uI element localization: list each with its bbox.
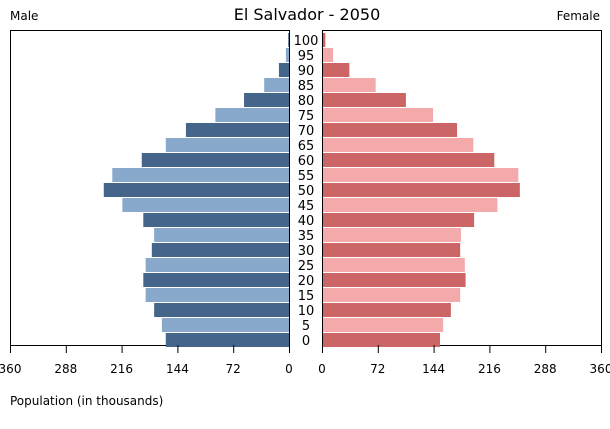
male-bar-85 (264, 78, 289, 92)
female-bar-65 (323, 138, 474, 152)
age-label-80: 80 (298, 94, 315, 109)
age-label-65: 65 (298, 139, 315, 154)
female-bar-85 (323, 78, 376, 92)
male-bar-60 (141, 153, 289, 167)
male-tick-label: 144 (166, 362, 189, 376)
x-axis-label: Population (in thousands) (10, 394, 163, 408)
age-label-25: 25 (298, 259, 315, 274)
male-tick-label: 288 (54, 362, 77, 376)
male-bar-0 (165, 333, 289, 347)
age-label-10: 10 (298, 304, 315, 319)
male-bar-15 (145, 288, 289, 302)
male-bar-90 (278, 63, 289, 77)
age-label-5: 5 (302, 319, 310, 334)
age-label-60: 60 (298, 154, 315, 169)
female-tick-label: 216 (478, 362, 501, 376)
female-tick-label: 72 (370, 362, 385, 376)
age-label-50: 50 (298, 184, 315, 199)
male-bar-45 (122, 198, 289, 212)
female-bar-100 (323, 33, 326, 47)
male-bar-70 (185, 123, 289, 137)
male-bar-100 (288, 33, 289, 47)
male-tick-label: 0 (285, 362, 293, 376)
female-bar-20 (323, 273, 466, 287)
female-panel-frame (322, 30, 602, 346)
male-bar-10 (154, 303, 289, 317)
female-bar-30 (323, 243, 461, 257)
female-tick-label: 360 (590, 362, 610, 376)
male-bar-75 (215, 108, 289, 122)
female-bar-15 (323, 288, 461, 302)
male-bar-80 (244, 93, 289, 107)
age-label-70: 70 (298, 124, 315, 139)
age-label-40: 40 (298, 214, 315, 229)
female-bar-60 (323, 153, 495, 167)
age-label-15: 15 (298, 289, 315, 304)
female-bar-35 (323, 228, 461, 242)
female-bar-75 (323, 108, 434, 122)
age-label-75: 75 (298, 109, 315, 124)
female-tick-label: 144 (422, 362, 445, 376)
female-bar-25 (323, 258, 465, 272)
age-label-35: 35 (298, 229, 315, 244)
male-bar-95 (285, 48, 289, 62)
male-label: Male (10, 9, 38, 23)
female-bar-95 (323, 48, 334, 62)
male-tick-label: 360 (0, 362, 21, 376)
age-label-85: 85 (298, 79, 315, 94)
age-label-30: 30 (298, 244, 315, 259)
female-label: Female (557, 9, 600, 23)
female-bar-5 (323, 318, 444, 332)
male-bar-5 (161, 318, 289, 332)
male-tick-label: 72 (226, 362, 241, 376)
age-label-45: 45 (298, 199, 315, 214)
male-bar-65 (165, 138, 289, 152)
male-bar-20 (143, 273, 289, 287)
female-bar-50 (323, 183, 520, 197)
age-label-95: 95 (298, 49, 315, 64)
male-bar-25 (145, 258, 289, 272)
age-label-90: 90 (298, 64, 315, 79)
male-bar-55 (112, 168, 289, 182)
age-label-55: 55 (298, 169, 315, 184)
female-bar-10 (323, 303, 451, 317)
chart-title: El Salvador - 2050 (234, 5, 381, 24)
male-bar-50 (103, 183, 290, 197)
male-panel-frame (10, 30, 290, 346)
female-bar-55 (323, 168, 519, 182)
male-bar-40 (143, 213, 289, 227)
female-bar-70 (323, 123, 458, 137)
female-bar-90 (323, 63, 350, 77)
female-bar-0 (323, 333, 441, 347)
male-bar-35 (154, 228, 289, 242)
age-label-0: 0 (302, 334, 310, 349)
age-label-100: 100 (294, 34, 319, 49)
male-tick-label: 216 (110, 362, 133, 376)
age-label-20: 20 (298, 274, 315, 289)
female-tick-label: 288 (534, 362, 557, 376)
female-bar-40 (323, 213, 475, 227)
female-bar-45 (323, 198, 498, 212)
male-bar-30 (151, 243, 289, 257)
female-bar-80 (323, 93, 406, 107)
female-tick-label: 0 (318, 362, 326, 376)
